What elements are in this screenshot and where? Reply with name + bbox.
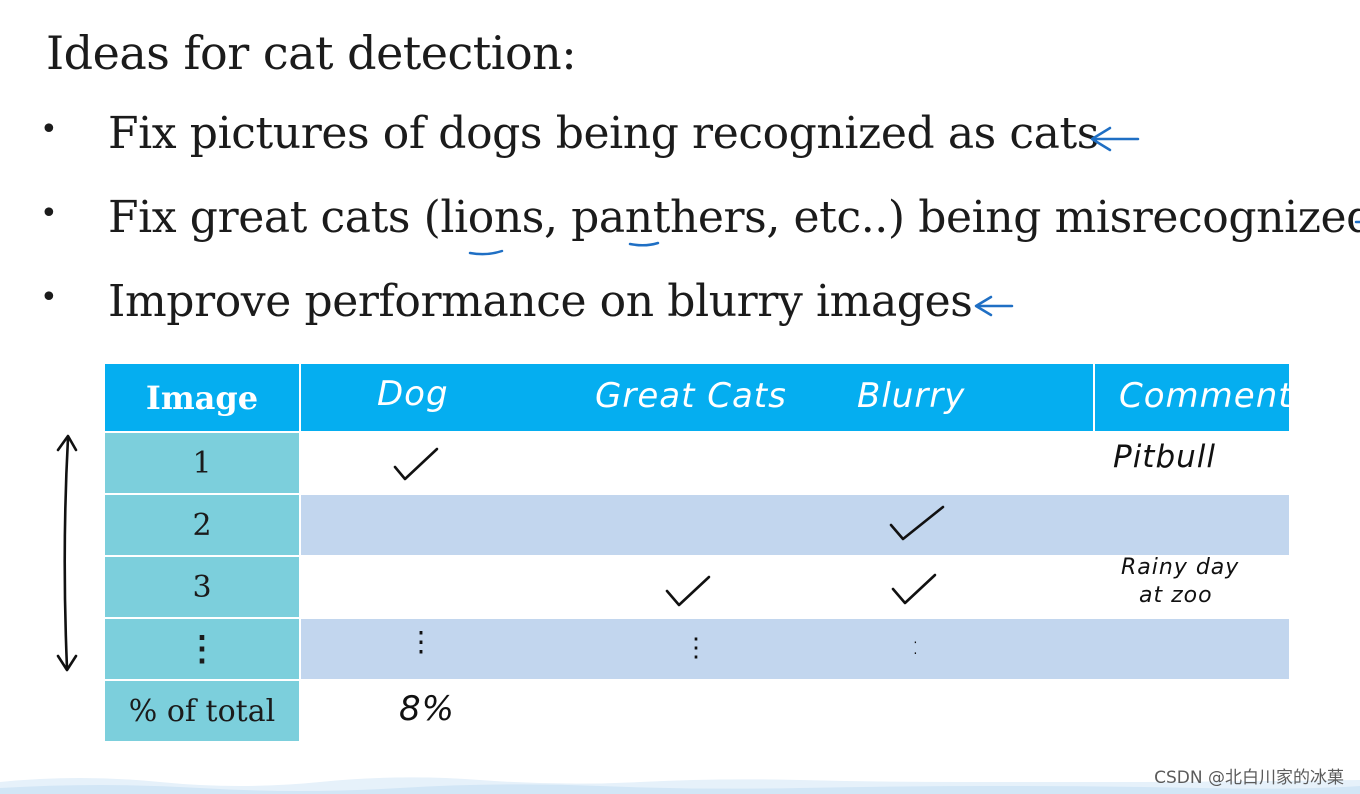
ellipsis-mark: : <box>911 631 921 661</box>
footer-wave <box>0 777 1360 794</box>
header-dog: Dog <box>377 374 449 414</box>
total-label: % of total <box>105 681 301 741</box>
comment-cell: Pitbull <box>1113 439 1217 475</box>
checkmark-icon <box>393 447 439 481</box>
row-image-cell: 2 <box>105 495 301 555</box>
comment-line: at zoo <box>1139 583 1213 608</box>
error-analysis-table: Image Dog Great Cats Blurry Comments 1 P… <box>105 364 1310 741</box>
watermark: CSDN @北白川家的冰菓 <box>1154 768 1344 788</box>
row-image-cell: ⋮ <box>105 619 301 679</box>
table-row: 1 Pitbull <box>105 431 1289 493</box>
double-arrow-icon <box>56 434 78 672</box>
bullet-text: Fix pictures of dogs being recognized as… <box>108 108 1099 159</box>
ellipsis-mark: ⋮ <box>683 633 710 663</box>
left-arrow-icon <box>1090 126 1140 152</box>
bullet-text: Improve performance on blurry images <box>108 276 973 327</box>
bullet-marker: • <box>40 196 58 231</box>
comment-line: Rainy day <box>1121 555 1240 580</box>
header-divider <box>1093 364 1095 431</box>
row-image-cell: 3 <box>105 557 301 617</box>
header-great-cats: Great Cats <box>595 376 787 416</box>
underline-mark <box>628 241 660 247</box>
total-row: % of total 8% <box>105 679 1289 741</box>
table-row: 2 <box>105 493 1289 555</box>
header-comments: Comments <box>1119 376 1312 416</box>
header-image: Image <box>105 364 301 431</box>
total-dog: 8% <box>399 689 455 729</box>
ellipsis-mark: ⋮ <box>407 625 436 658</box>
left-arrow-icon <box>974 295 1014 317</box>
bullet-marker: • <box>40 280 58 315</box>
slide-title: Ideas for cat detection: <box>46 26 577 80</box>
checkmark-icon <box>891 573 937 605</box>
ink-annotations <box>468 126 1360 317</box>
row-image-cell: 1 <box>105 433 301 493</box>
table-row: ⋮ ⋮ ⋮ : <box>105 617 1289 679</box>
bullet-text: Fix great cats (lions, panthers, etc..) … <box>108 192 1360 243</box>
underline-mark <box>468 249 504 256</box>
bullet-marker: • <box>40 112 58 147</box>
checkmark-icon <box>665 575 711 607</box>
table-header-row: Image Dog Great Cats Blurry Comments <box>105 364 1310 431</box>
header-blurry: Blurry <box>857 376 966 416</box>
checkmark-icon <box>889 505 945 541</box>
table-row: 3 Rainy day at zoo <box>105 555 1289 617</box>
